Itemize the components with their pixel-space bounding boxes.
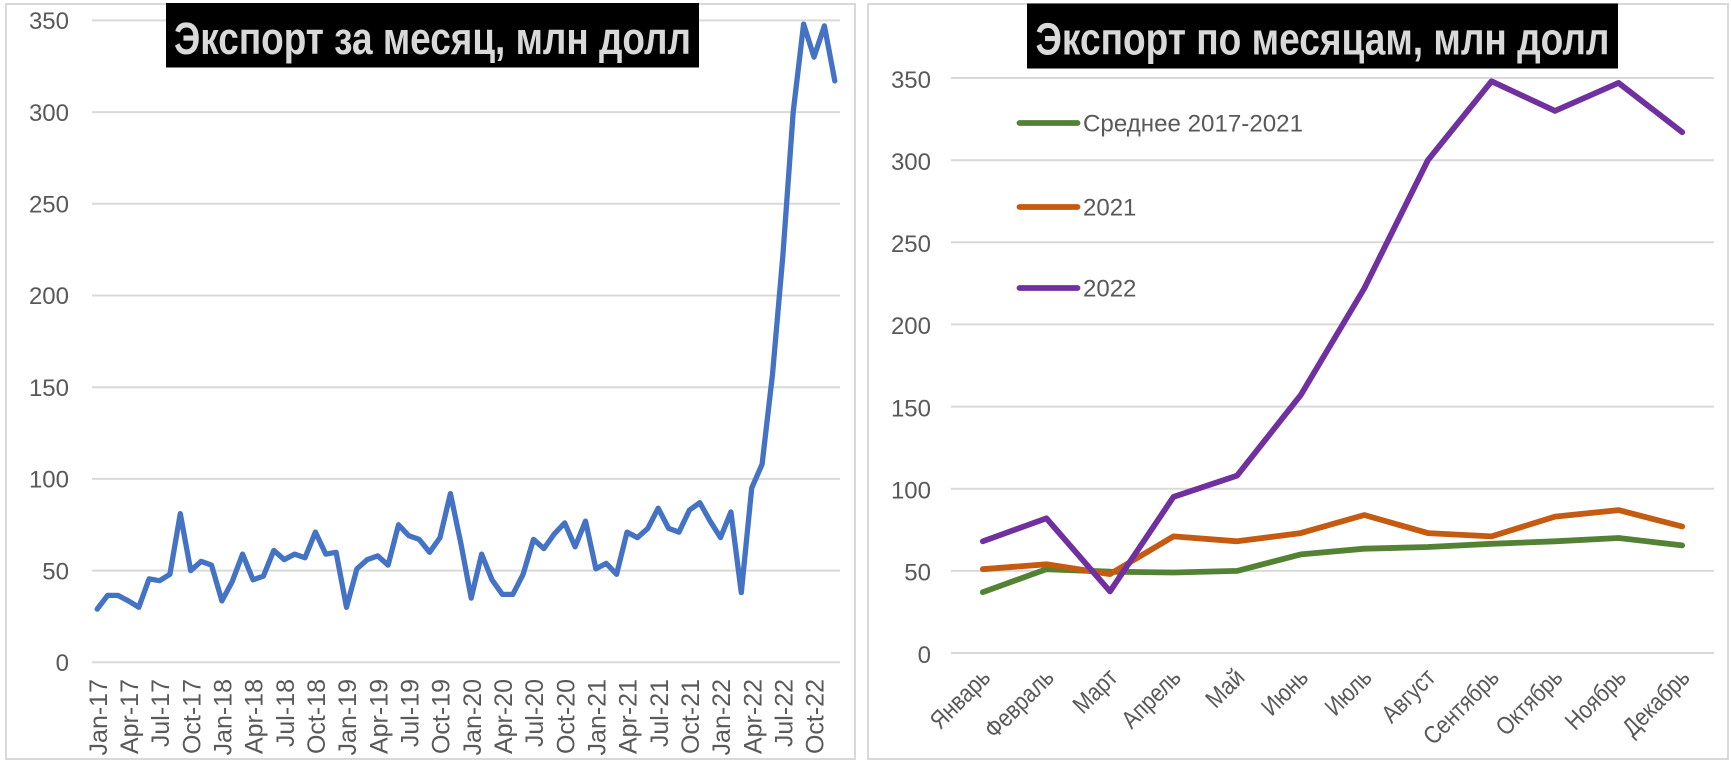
svg-text:Jul-17: Jul-17 [147,679,175,747]
svg-text:Jul-21: Jul-21 [646,679,674,747]
svg-text:Oct-17: Oct-17 [178,679,206,754]
svg-text:Экспорт по месяцам, млн долл: Экспорт по месяцам, млн долл [1036,14,1610,65]
svg-text:50: 50 [42,558,69,585]
svg-text:Jan-21: Jan-21 [584,679,612,755]
svg-text:Jan-22: Jan-22 [708,679,736,755]
svg-text:0: 0 [56,650,69,677]
svg-text:Jan-19: Jan-19 [334,679,362,755]
svg-text:Oct-21: Oct-21 [677,679,705,754]
svg-text:150: 150 [891,395,931,422]
svg-text:Jul-20: Jul-20 [521,679,549,747]
svg-text:200: 200 [29,283,69,310]
svg-text:Apr-20: Apr-20 [490,679,518,754]
svg-text:Oct-22: Oct-22 [802,679,830,754]
svg-text:Apr-22: Apr-22 [739,679,767,754]
svg-text:350: 350 [29,8,69,35]
svg-text:150: 150 [29,375,69,402]
svg-text:350: 350 [891,67,931,94]
svg-text:100: 100 [29,467,69,494]
svg-text:Oct-20: Oct-20 [552,679,580,754]
svg-text:2022: 2022 [1083,276,1136,303]
svg-text:Oct-19: Oct-19 [428,679,456,754]
svg-text:Apr-18: Apr-18 [241,679,269,754]
svg-text:300: 300 [891,149,931,176]
svg-text:200: 200 [891,313,931,340]
svg-text:250: 250 [891,231,931,258]
svg-text:Jul-18: Jul-18 [272,679,300,747]
svg-text:Jan-18: Jan-18 [210,679,238,755]
svg-text:250: 250 [29,192,69,219]
svg-text:Apr-17: Apr-17 [116,679,144,754]
svg-text:Среднее 2017-2021: Среднее 2017-2021 [1083,111,1303,138]
svg-text:100: 100 [891,478,931,505]
svg-text:300: 300 [29,100,69,127]
svg-text:Apr-19: Apr-19 [365,679,393,754]
svg-text:Jan-20: Jan-20 [459,679,487,755]
svg-text:50: 50 [904,560,931,587]
svg-text:Jul-22: Jul-22 [771,679,799,747]
svg-text:Jan-17: Jan-17 [85,679,113,755]
svg-text:Oct-18: Oct-18 [303,679,331,754]
svg-text:2021: 2021 [1083,195,1136,222]
svg-text:0: 0 [918,642,931,669]
svg-text:Apr-21: Apr-21 [615,679,643,754]
svg-text:Jul-19: Jul-19 [397,679,425,747]
svg-text:Экспорт за месяц, млн долл: Экспорт за месяц, млн долл [174,13,691,64]
